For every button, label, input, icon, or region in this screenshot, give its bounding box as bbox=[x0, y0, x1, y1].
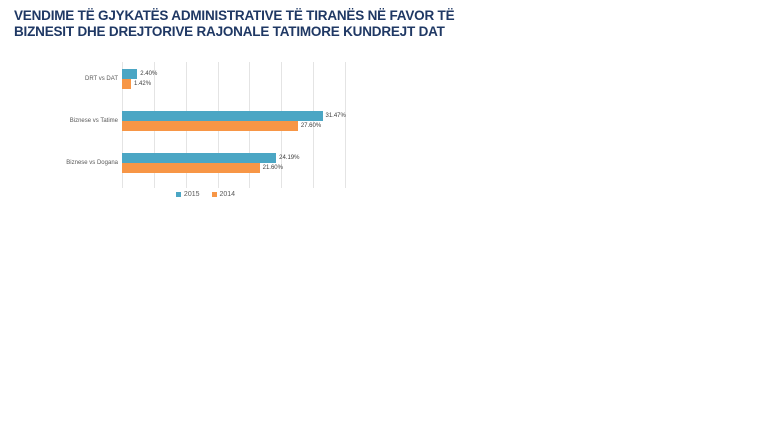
category-label: Biznese vs Tatime bbox=[69, 118, 118, 124]
chart-title-line1: VENDIME TË GJYKATËS ADMINISTRATIVE TË TI… bbox=[14, 8, 455, 23]
legend-item-2015: 2015 bbox=[175, 191, 200, 198]
gridline bbox=[345, 62, 346, 188]
category-label: DRT vs DAT bbox=[84, 76, 118, 82]
legend-item-2014: 2014 bbox=[211, 191, 236, 198]
bar-2015 bbox=[122, 69, 138, 79]
legend-swatch-2015 bbox=[175, 192, 181, 197]
legend-label: 2015 bbox=[183, 191, 200, 198]
legend-label: 2014 bbox=[219, 191, 236, 198]
chart-title-line2: BIZNESIT DHE DREJTORIVE RAJONALE TATIMOR… bbox=[14, 24, 445, 39]
bar-2015 bbox=[122, 111, 323, 121]
value-label: 2.40% bbox=[140, 71, 158, 77]
bar-2015 bbox=[122, 153, 277, 163]
value-label: 27.60% bbox=[300, 123, 322, 129]
bar-2014 bbox=[122, 121, 298, 131]
value-label: 31.47% bbox=[325, 113, 346, 119]
bar-2014 bbox=[122, 79, 132, 89]
bar-2014 bbox=[122, 163, 260, 173]
gridline bbox=[313, 62, 315, 188]
legend: 2015 2014 bbox=[94, 191, 317, 198]
value-label: 1.42% bbox=[134, 81, 152, 87]
chart-title: VENDIME TË GJYKATËS ADMINISTRATIVE TË TI… bbox=[14, 8, 455, 40]
value-label: 21.60% bbox=[262, 165, 283, 171]
value-label: 24.19% bbox=[279, 155, 300, 161]
category-label: Biznese vs Dogana bbox=[66, 160, 118, 166]
plot-area: DRT vs DAT 2.40% 1.42% Biznese vs Tatime 31.… bbox=[66, 62, 346, 188]
legend-swatch-2014 bbox=[211, 192, 217, 197]
